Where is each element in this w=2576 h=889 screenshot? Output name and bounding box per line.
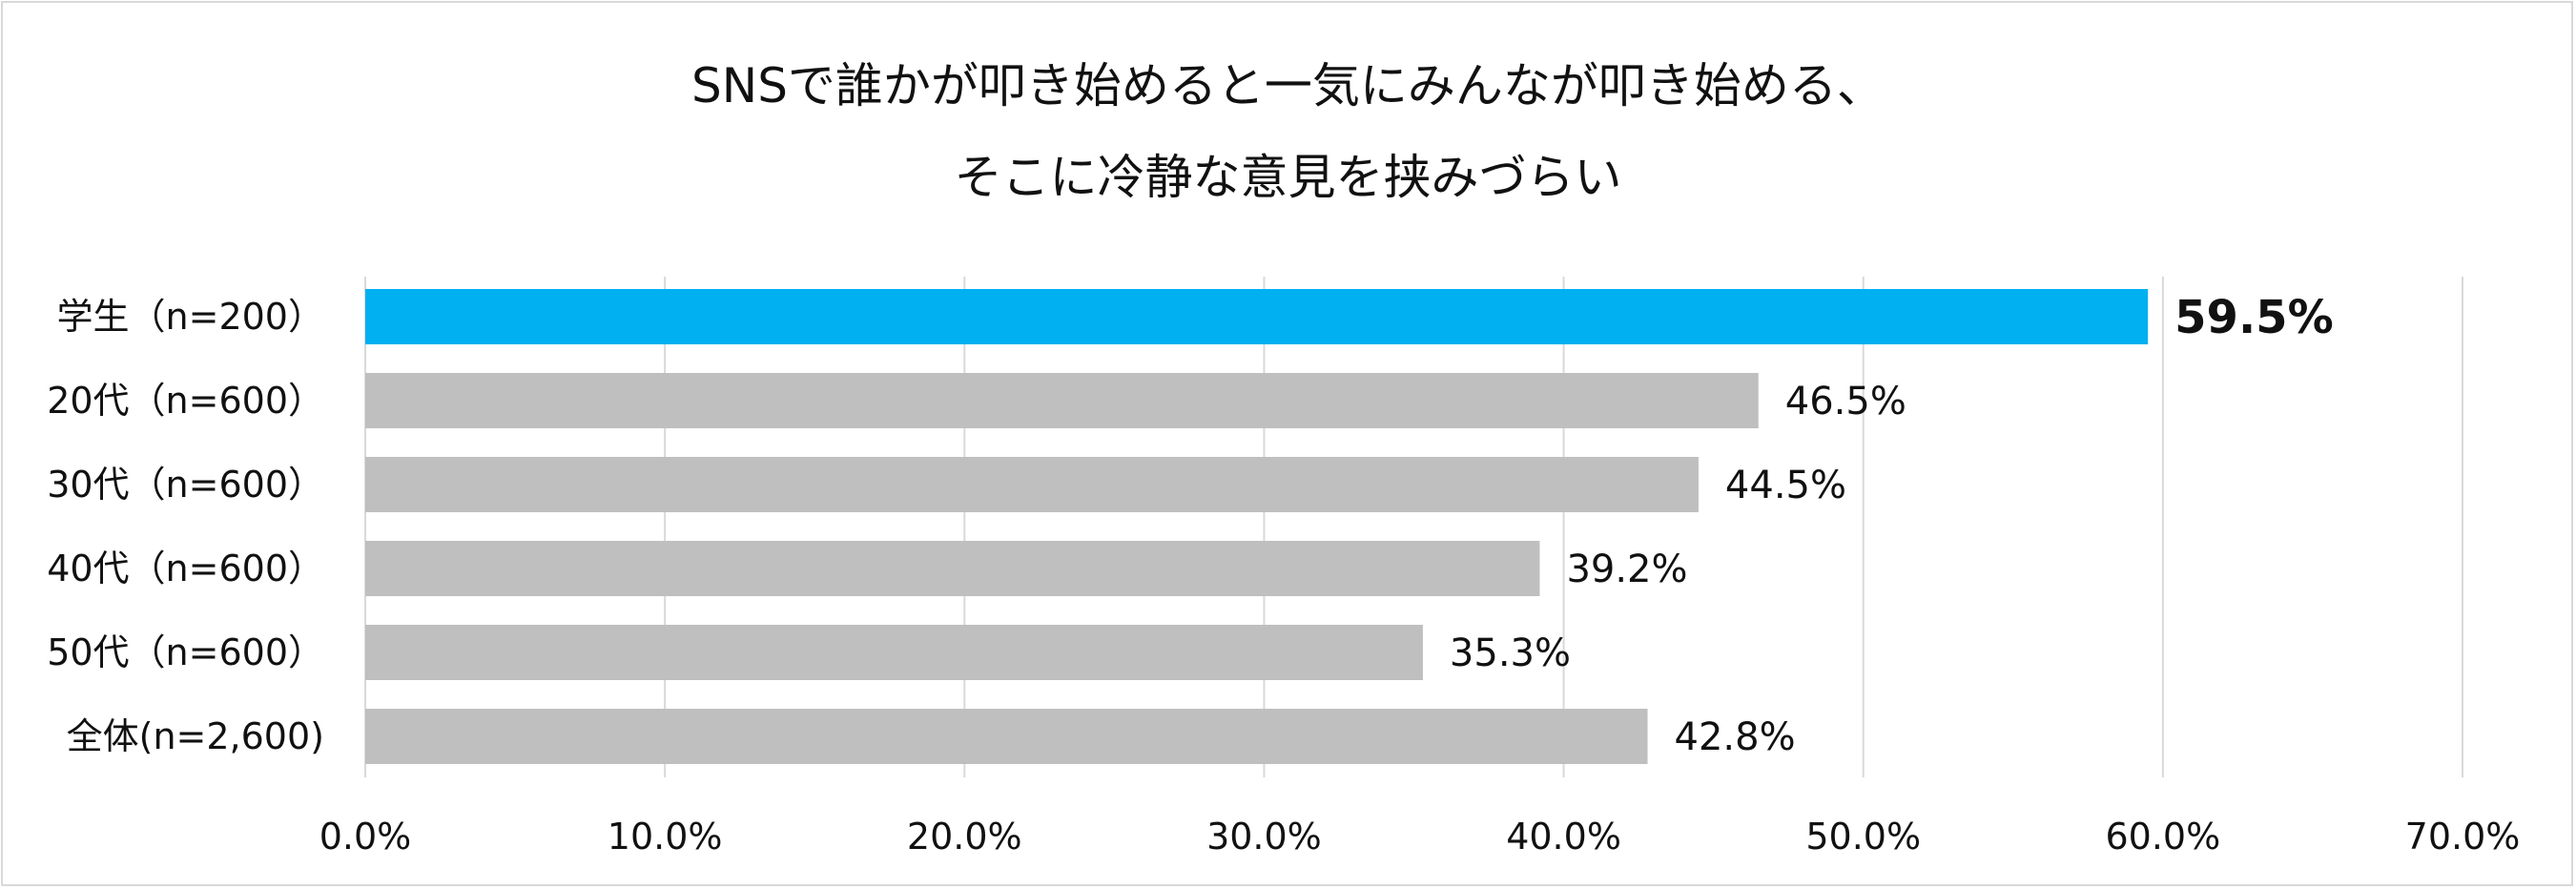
data-label: 39.2% — [1566, 548, 1687, 591]
gridlines — [364, 277, 2463, 777]
category-label: 学生（n=200） — [57, 296, 324, 338]
bar — [365, 457, 1699, 512]
bar — [365, 541, 1540, 596]
bar — [365, 625, 1423, 680]
x-tick-label: 70.0% — [2405, 816, 2521, 858]
data-label: 46.5% — [1785, 380, 1906, 424]
data-label: 44.5% — [1725, 464, 1846, 507]
chart-title-line-1: SNSで誰かが叩き始めると一気にみんなが叩き始める、 — [691, 58, 1885, 114]
data-label: 42.8% — [1675, 715, 1796, 759]
category-label: 50代（n=600） — [47, 631, 324, 673]
category-label: 40代（n=600） — [47, 548, 324, 589]
category-label: 20代（n=600） — [47, 380, 324, 422]
x-tick-label: 30.0% — [1206, 816, 1322, 858]
x-tick-label: 0.0% — [319, 816, 412, 858]
category-label: 全体(n=2,600) — [67, 715, 324, 757]
bars — [365, 289, 2149, 764]
labels: 0.0% 10.0% 20.0% 30.0% 40.0% 50.0% 60.0% 70.0% 学… — [47, 291, 2520, 858]
bar — [365, 289, 2149, 344]
category-label: 30代（n=600） — [47, 464, 324, 506]
x-tick-label: 10.0% — [608, 816, 723, 858]
bar — [365, 373, 1759, 428]
x-tick-label: 40.0% — [1506, 816, 1621, 858]
data-label: 35.3% — [1450, 631, 1571, 675]
x-tick-label: 20.0% — [907, 816, 1022, 858]
bar — [365, 709, 1648, 764]
chart-title-line-2: そこに冷静な意見を挟みづらい — [954, 150, 1622, 205]
data-label: 59.5% — [2174, 291, 2334, 344]
x-tick-label: 60.0% — [2105, 816, 2220, 858]
x-tick-label: 50.0% — [1805, 816, 1921, 858]
